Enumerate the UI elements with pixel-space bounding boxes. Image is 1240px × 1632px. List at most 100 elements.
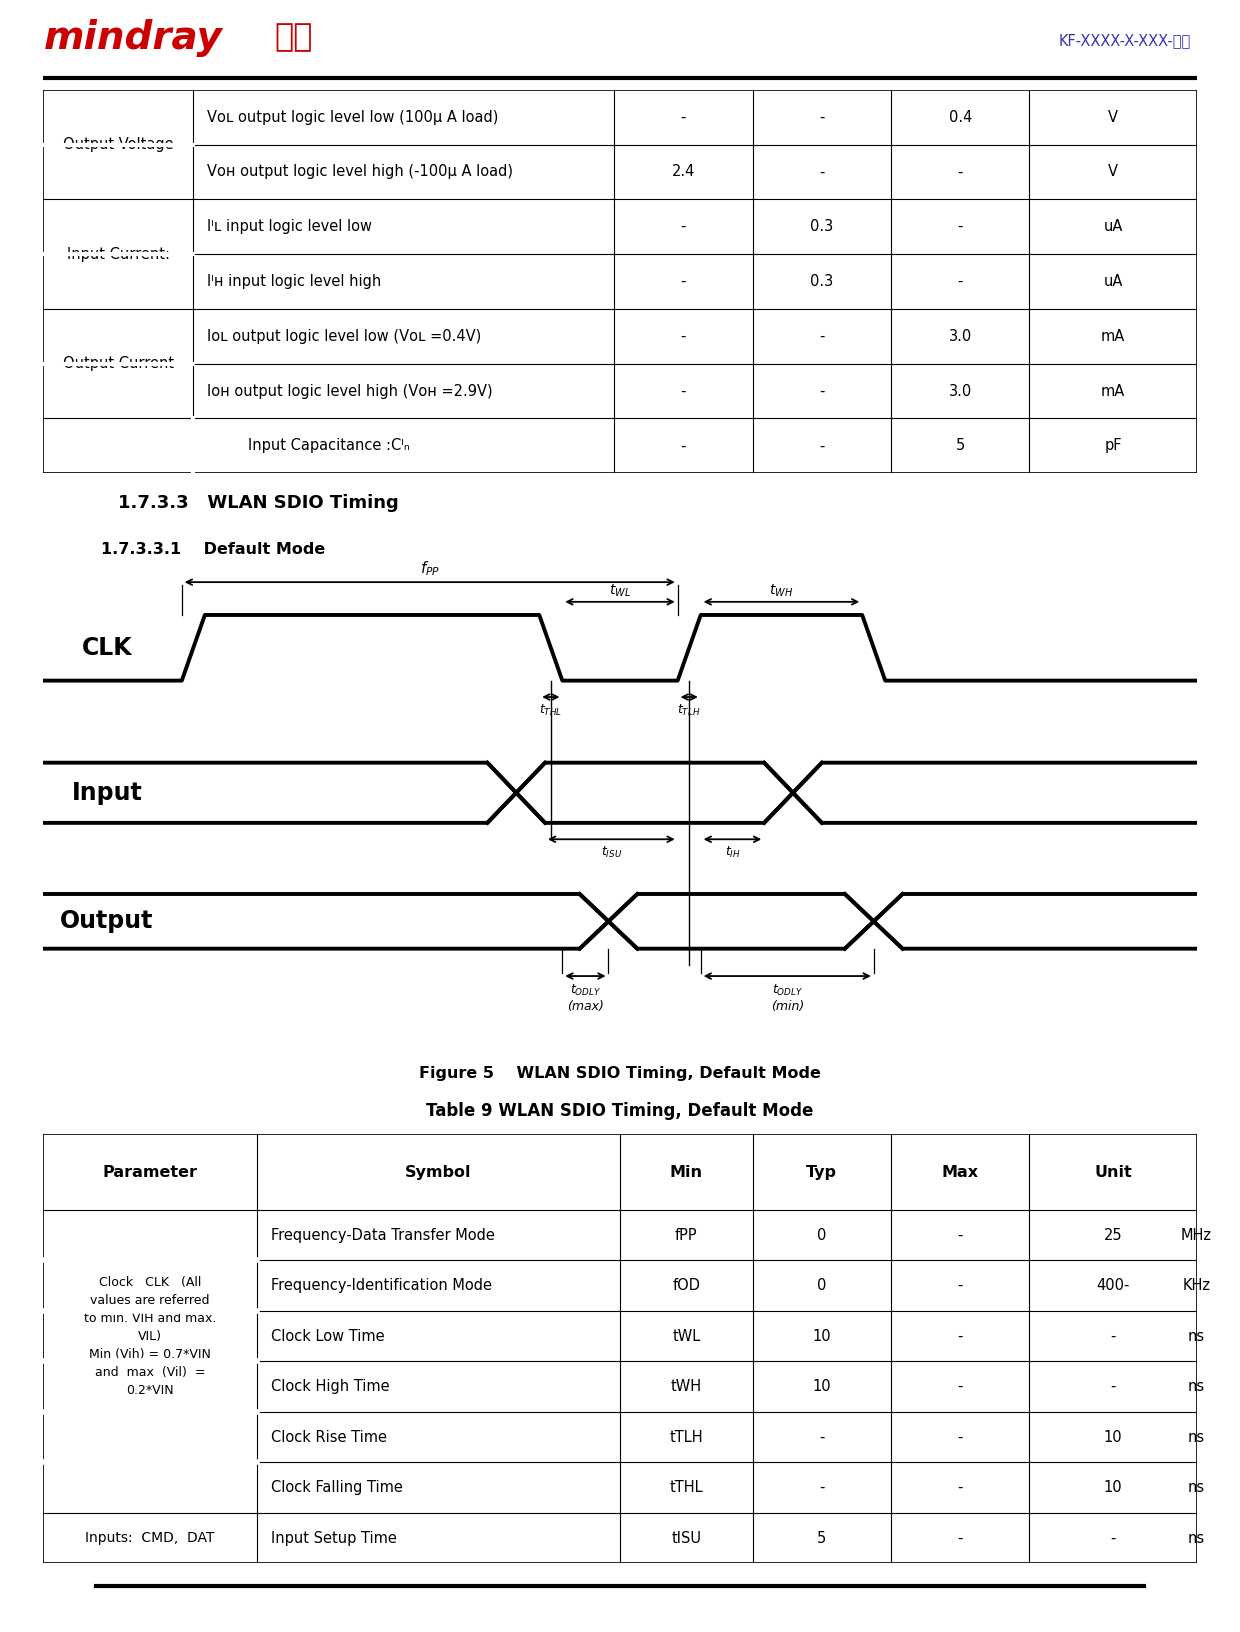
Text: 3.0: 3.0 (949, 384, 972, 398)
Text: Clock Rise Time: Clock Rise Time (270, 1430, 387, 1444)
Text: Clock High Time: Clock High Time (270, 1379, 389, 1394)
Text: Inputs:  CMD,  DAT: Inputs: CMD, DAT (86, 1531, 215, 1546)
Text: $t_{IH}$: $t_{IH}$ (724, 845, 740, 860)
Text: -: - (820, 165, 825, 180)
Text: -: - (820, 439, 825, 454)
Text: mindray: mindray (43, 18, 222, 57)
Text: 0.3: 0.3 (810, 274, 833, 289)
Text: Max: Max (941, 1165, 978, 1180)
Text: -: - (1110, 1379, 1116, 1394)
Text: $f_{PP}$: $f_{PP}$ (419, 560, 440, 578)
Text: -: - (820, 328, 825, 344)
Text: Parameter: Parameter (103, 1165, 197, 1180)
Text: Vᴏʟ output logic level low (100μ A load): Vᴏʟ output logic level low (100μ A load) (207, 109, 498, 124)
Text: Vᴏʜ output logic level high (-100μ A load): Vᴏʜ output logic level high (-100μ A loa… (207, 165, 513, 180)
Text: -: - (957, 1328, 963, 1343)
Text: Output Voltage: Output Voltage (63, 137, 174, 152)
Text: tTHL: tTHL (670, 1480, 703, 1495)
Text: -: - (957, 1379, 963, 1394)
Text: ns: ns (1188, 1531, 1205, 1546)
Text: 1.7.3.3.1    Default Mode: 1.7.3.3.1 Default Mode (102, 542, 325, 558)
Text: 5: 5 (817, 1531, 826, 1546)
Text: 400-: 400- (1096, 1278, 1130, 1293)
Text: Input Setup Time: Input Setup Time (270, 1531, 397, 1546)
Text: tISU: tISU (671, 1531, 702, 1546)
Text: fOD: fOD (672, 1278, 701, 1293)
Text: Typ: Typ (806, 1165, 837, 1180)
Text: ns: ns (1188, 1328, 1205, 1343)
Text: -: - (957, 1227, 963, 1242)
Text: $t_{ODLY}$
(min): $t_{ODLY}$ (min) (770, 982, 804, 1013)
Text: Unit: Unit (1094, 1165, 1132, 1180)
Text: -: - (820, 1480, 825, 1495)
Text: $t_{THL}$: $t_{THL}$ (539, 703, 563, 718)
Text: $t_{WL}$: $t_{WL}$ (609, 583, 631, 599)
Text: Clock Low Time: Clock Low Time (270, 1328, 384, 1343)
Text: KF-XXXX-X-XXX-版本: KF-XXXX-X-XXX-版本 (1058, 33, 1190, 49)
Text: -: - (820, 1430, 825, 1444)
Text: 1.7.3.3   WLAN SDIO Timing: 1.7.3.3 WLAN SDIO Timing (118, 493, 399, 512)
Text: Frequency-Identification Mode: Frequency-Identification Mode (270, 1278, 491, 1293)
Text: mA: mA (1101, 384, 1125, 398)
Text: -: - (681, 328, 686, 344)
Text: Symbol: Symbol (405, 1165, 471, 1180)
Text: -: - (957, 1531, 963, 1546)
Text: MHz: MHz (1180, 1227, 1211, 1242)
Text: 10: 10 (1104, 1480, 1122, 1495)
Text: -: - (681, 439, 686, 454)
Text: $t_{WH}$: $t_{WH}$ (769, 583, 794, 599)
Text: 25: 25 (1104, 1227, 1122, 1242)
Text: tWL: tWL (672, 1328, 701, 1343)
Text: Clock   CLK   (All
values are referred
to min. VIH and max.
VIL)
Min (Vih) = 0.7: Clock CLK (All values are referred to mi… (84, 1276, 216, 1397)
Text: fPP: fPP (675, 1227, 698, 1242)
Text: Iᴏʜ output logic level high (Vᴏʜ =2.9V): Iᴏʜ output logic level high (Vᴏʜ =2.9V) (207, 384, 492, 398)
Text: V: V (1109, 165, 1118, 180)
Text: tTLH: tTLH (670, 1430, 703, 1444)
Text: Input Capacitance :Cᴵₙ: Input Capacitance :Cᴵₙ (248, 439, 409, 454)
Text: 10: 10 (812, 1328, 831, 1343)
Text: Input: Input (72, 780, 143, 805)
Text: Figure 5    WLAN SDIO Timing, Default Mode: Figure 5 WLAN SDIO Timing, Default Mode (419, 1066, 821, 1082)
Text: -: - (681, 384, 686, 398)
Text: 5: 5 (956, 439, 965, 454)
Text: Iᴏʟ output logic level low (Vᴏʟ =0.4V): Iᴏʟ output logic level low (Vᴏʟ =0.4V) (207, 328, 481, 344)
Text: -: - (957, 274, 963, 289)
Text: 迈瑞: 迈瑞 (274, 23, 312, 52)
Text: ns: ns (1188, 1379, 1205, 1394)
Text: Frequency-Data Transfer Mode: Frequency-Data Transfer Mode (270, 1227, 495, 1242)
Text: Min: Min (670, 1165, 703, 1180)
Text: 0.4: 0.4 (949, 109, 972, 124)
Text: Output Current: Output Current (63, 356, 174, 370)
Text: 0: 0 (817, 1278, 827, 1293)
Text: -: - (681, 219, 686, 235)
Text: V: V (1109, 109, 1118, 124)
Text: Input Current:: Input Current: (67, 246, 170, 261)
Text: 2.4: 2.4 (672, 165, 696, 180)
Text: -: - (1110, 1328, 1116, 1343)
Text: pF: pF (1105, 439, 1122, 454)
Text: -: - (957, 1480, 963, 1495)
Text: 0: 0 (817, 1227, 827, 1242)
Text: tWH: tWH (671, 1379, 702, 1394)
Text: -: - (957, 165, 963, 180)
Text: -: - (957, 1278, 963, 1293)
Text: 10: 10 (812, 1379, 831, 1394)
Text: ns: ns (1188, 1480, 1205, 1495)
Text: 3.0: 3.0 (949, 328, 972, 344)
Text: Iᴵʜ input logic level high: Iᴵʜ input logic level high (207, 274, 382, 289)
Text: -: - (820, 384, 825, 398)
Text: -: - (681, 274, 686, 289)
Text: uA: uA (1104, 219, 1122, 235)
Text: -: - (681, 109, 686, 124)
Text: $t_{ISU}$: $t_{ISU}$ (600, 845, 622, 860)
Text: $t_{ODLY}$
(max): $t_{ODLY}$ (max) (567, 982, 604, 1013)
Text: mA: mA (1101, 328, 1125, 344)
Text: 10: 10 (1104, 1430, 1122, 1444)
Text: -: - (820, 109, 825, 124)
Text: KHz: KHz (1183, 1278, 1210, 1293)
Text: Clock Falling Time: Clock Falling Time (270, 1480, 403, 1495)
Text: -: - (1110, 1531, 1116, 1546)
Text: uA: uA (1104, 274, 1122, 289)
Text: CLK: CLK (82, 636, 133, 659)
Text: Output: Output (60, 909, 154, 934)
